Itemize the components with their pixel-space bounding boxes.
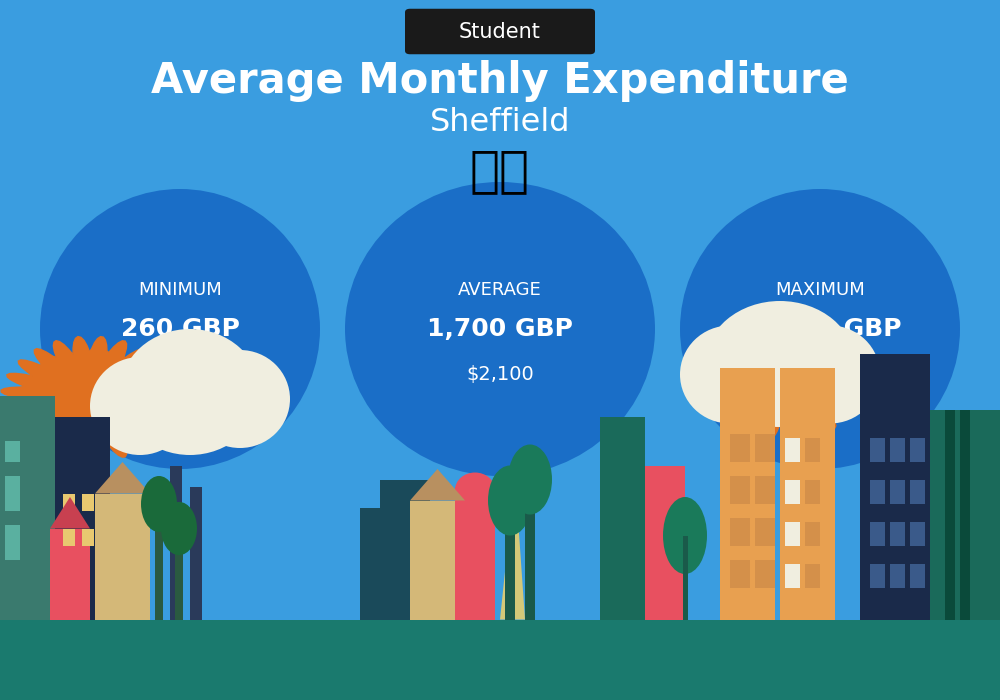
Bar — [785, 438, 800, 462]
Bar — [5, 441, 20, 462]
Bar — [910, 522, 925, 546]
Bar — [960, 410, 970, 620]
Ellipse shape — [141, 476, 177, 532]
Bar — [55, 416, 110, 620]
Ellipse shape — [40, 189, 320, 469]
Bar — [890, 522, 905, 546]
PathPatch shape — [500, 476, 525, 620]
Ellipse shape — [780, 326, 880, 424]
Bar — [870, 522, 885, 546]
Polygon shape — [691, 316, 869, 440]
Bar — [505, 514, 515, 620]
Bar — [0, 410, 40, 620]
Bar — [730, 476, 750, 504]
Bar — [755, 560, 775, 588]
Bar — [0, 620, 1000, 700]
Bar — [5, 476, 20, 511]
Bar — [860, 354, 930, 620]
Ellipse shape — [488, 466, 532, 536]
Bar — [755, 434, 775, 462]
Bar — [525, 494, 535, 620]
Polygon shape — [50, 497, 90, 528]
Ellipse shape — [455, 473, 495, 508]
Bar — [870, 480, 885, 504]
Bar — [890, 438, 905, 462]
Polygon shape — [95, 462, 150, 493]
Bar — [645, 466, 685, 620]
Text: MAXIMUM: MAXIMUM — [775, 281, 865, 300]
Bar — [720, 368, 775, 620]
Text: Average Monthly Expenditure: Average Monthly Expenditure — [151, 60, 849, 102]
Text: 260 GBP: 260 GBP — [121, 317, 239, 341]
Bar — [910, 564, 925, 588]
Bar — [95, 494, 150, 620]
Polygon shape — [410, 469, 465, 500]
Bar — [780, 368, 835, 620]
Ellipse shape — [663, 497, 707, 574]
Bar — [155, 522, 163, 620]
Bar — [805, 438, 820, 462]
Bar — [170, 466, 182, 620]
Text: 11,000 GBP: 11,000 GBP — [738, 317, 902, 341]
Bar — [82, 494, 94, 511]
Bar — [870, 564, 885, 588]
Bar — [730, 434, 750, 462]
Text: Student: Student — [459, 22, 541, 41]
Ellipse shape — [345, 182, 655, 476]
Bar — [805, 522, 820, 546]
Bar — [755, 518, 775, 546]
Bar — [0, 395, 55, 620]
Ellipse shape — [705, 301, 855, 427]
Ellipse shape — [120, 329, 260, 455]
Bar — [190, 486, 202, 620]
Bar — [410, 500, 465, 620]
Text: $330: $330 — [155, 365, 205, 384]
Bar — [600, 416, 645, 620]
Bar — [683, 536, 688, 620]
Bar — [910, 438, 925, 462]
Bar — [910, 480, 925, 504]
Bar — [175, 542, 183, 620]
Bar — [805, 564, 820, 588]
Text: Sheffield: Sheffield — [430, 107, 570, 138]
Bar — [63, 494, 75, 511]
Bar — [805, 480, 820, 504]
Bar — [455, 486, 495, 620]
Text: MINIMUM: MINIMUM — [138, 281, 222, 300]
Bar — [380, 480, 430, 620]
Bar — [785, 564, 800, 588]
Bar — [600, 416, 645, 620]
Bar — [5, 525, 20, 560]
Bar — [945, 410, 955, 620]
Ellipse shape — [161, 502, 197, 555]
Bar — [930, 410, 1000, 620]
Bar — [0, 410, 40, 620]
Bar — [730, 560, 750, 588]
Text: AVERAGE: AVERAGE — [458, 281, 542, 300]
FancyBboxPatch shape — [405, 8, 595, 55]
Ellipse shape — [90, 357, 190, 455]
Ellipse shape — [680, 189, 960, 469]
Bar — [890, 480, 905, 504]
Text: 🇬🇧: 🇬🇧 — [470, 148, 530, 195]
Text: $2,100: $2,100 — [466, 365, 534, 384]
Bar — [730, 518, 750, 546]
Ellipse shape — [190, 350, 290, 448]
Ellipse shape — [508, 444, 552, 514]
Bar — [785, 522, 800, 546]
Bar — [890, 564, 905, 588]
Bar — [755, 476, 775, 504]
Ellipse shape — [680, 326, 780, 424]
Bar — [63, 528, 75, 546]
Polygon shape — [1, 337, 179, 461]
Bar — [50, 528, 90, 620]
Bar — [785, 480, 800, 504]
Text: $14,000: $14,000 — [780, 365, 860, 384]
Bar — [360, 508, 385, 620]
Bar — [82, 528, 94, 546]
Text: 1,700 GBP: 1,700 GBP — [427, 317, 573, 341]
Bar — [870, 438, 885, 462]
